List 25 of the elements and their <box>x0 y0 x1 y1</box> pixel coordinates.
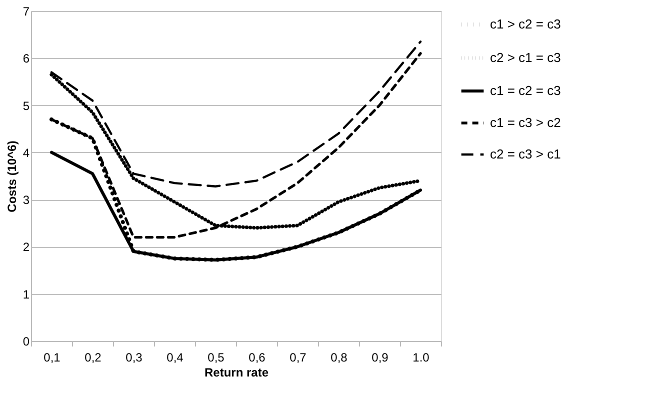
legend-label: c2 = c3 > c1 <box>490 146 561 162</box>
x-tick-label: 1.0 <box>412 350 430 364</box>
x-tick-label: 0,3 <box>126 350 143 364</box>
y-tick-label: 3 <box>22 193 30 208</box>
x-tick-label: 0,2 <box>84 350 102 364</box>
x-axis-title: Return rate <box>204 366 269 380</box>
y-tick-label: 7 <box>22 4 30 18</box>
y-axis-title: Costs (10^6) <box>4 140 19 212</box>
x-tick-label: 0,9 <box>372 350 389 364</box>
y-tick-label: 5 <box>22 98 30 113</box>
legend-label: c2 > c1 = c3 <box>490 50 561 65</box>
y-tick-label: 0 <box>22 334 30 348</box>
legend-label: c1 = c3 > c2 <box>490 115 561 130</box>
x-tick-label: 0,4 <box>166 350 184 364</box>
y-tick-label: 1 <box>22 287 30 302</box>
legend-label: c1 > c2 = c3 <box>490 16 561 32</box>
x-tick-label: 0,6 <box>248 350 266 364</box>
x-tick-label: 0,8 <box>330 350 348 364</box>
x-tick-label: 0,7 <box>290 350 307 364</box>
x-tick-label: 0,1 <box>44 350 61 364</box>
y-tick-label: 2 <box>22 240 30 254</box>
legend-label: c1 = c2 = c3 <box>490 83 561 98</box>
x-tick-label: 0,5 <box>208 350 225 364</box>
y-tick-label: 6 <box>22 52 30 66</box>
y-tick-label: 4 <box>22 146 30 160</box>
